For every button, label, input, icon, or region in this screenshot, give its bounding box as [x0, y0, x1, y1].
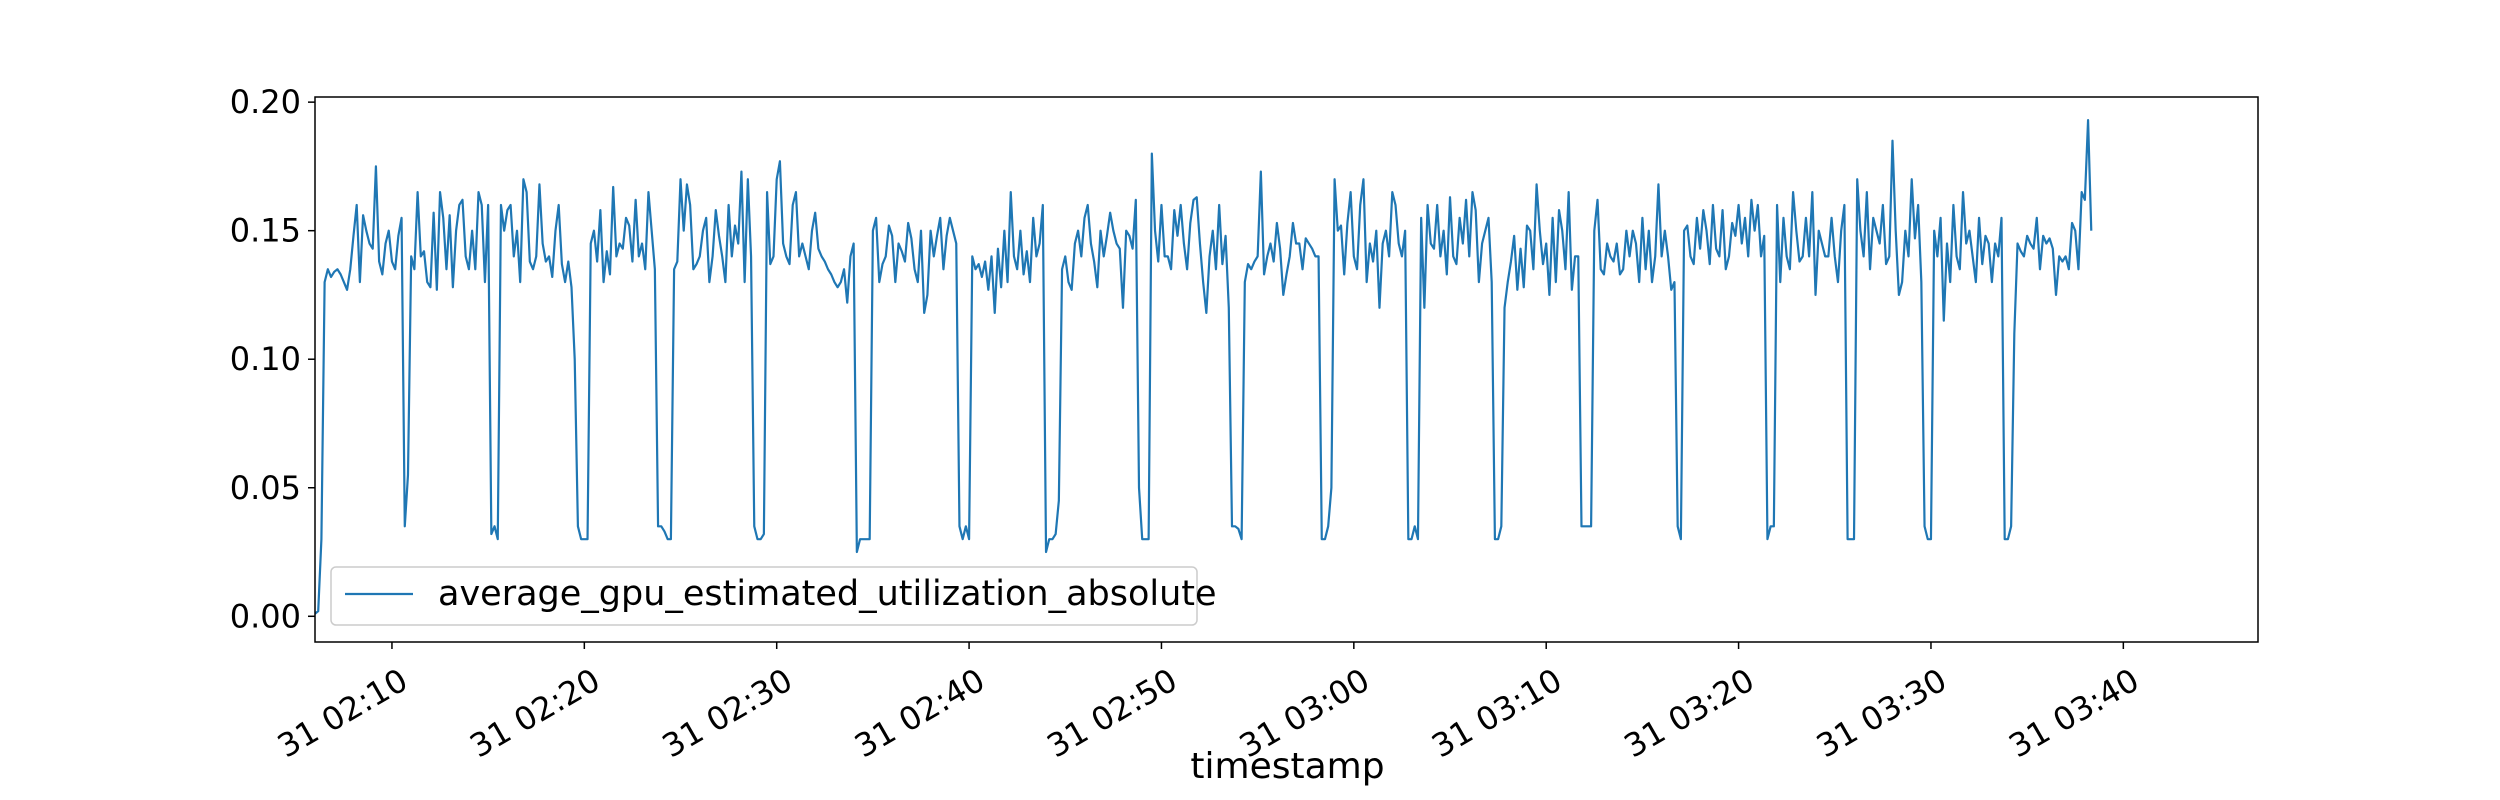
- legend-box: [330, 566, 1198, 626]
- y-tick-label: 0.10: [230, 340, 301, 378]
- x-tick-label: 31 02:20: [463, 661, 606, 765]
- x-tick-label: 31 02:10: [271, 661, 414, 765]
- y-tick-label: 0.20: [230, 83, 301, 121]
- y-tick-label: 0.15: [230, 212, 301, 250]
- legend: average_gpu_estimated_utilization_absolu…: [330, 566, 1217, 626]
- y-tick-label: 0.00: [230, 597, 301, 635]
- series-line: [315, 119, 2093, 615]
- legend-label: average_gpu_estimated_utilization_absolu…: [438, 574, 1217, 614]
- x-tick-label: 31 02:40: [848, 661, 991, 765]
- axes-frame: [314, 96, 2259, 643]
- y-axis: 0.00 0.05 0.10 0.15 0.20: [230, 83, 315, 635]
- x-tick-label: 31 02:30: [656, 661, 799, 765]
- y-tick-label: 0.05: [230, 469, 301, 507]
- x-tick-label: 31 03:10: [1425, 661, 1568, 765]
- plot-area: [315, 119, 2093, 615]
- x-tick-label: 31 02:50: [1041, 661, 1184, 765]
- x-tick-label: 31 03:20: [1618, 661, 1761, 765]
- x-axis-title: timestamp: [1190, 746, 1384, 787]
- x-tick-label: 31 03:30: [1810, 661, 1953, 765]
- x-tick-label: 31 03:40: [2002, 661, 2145, 765]
